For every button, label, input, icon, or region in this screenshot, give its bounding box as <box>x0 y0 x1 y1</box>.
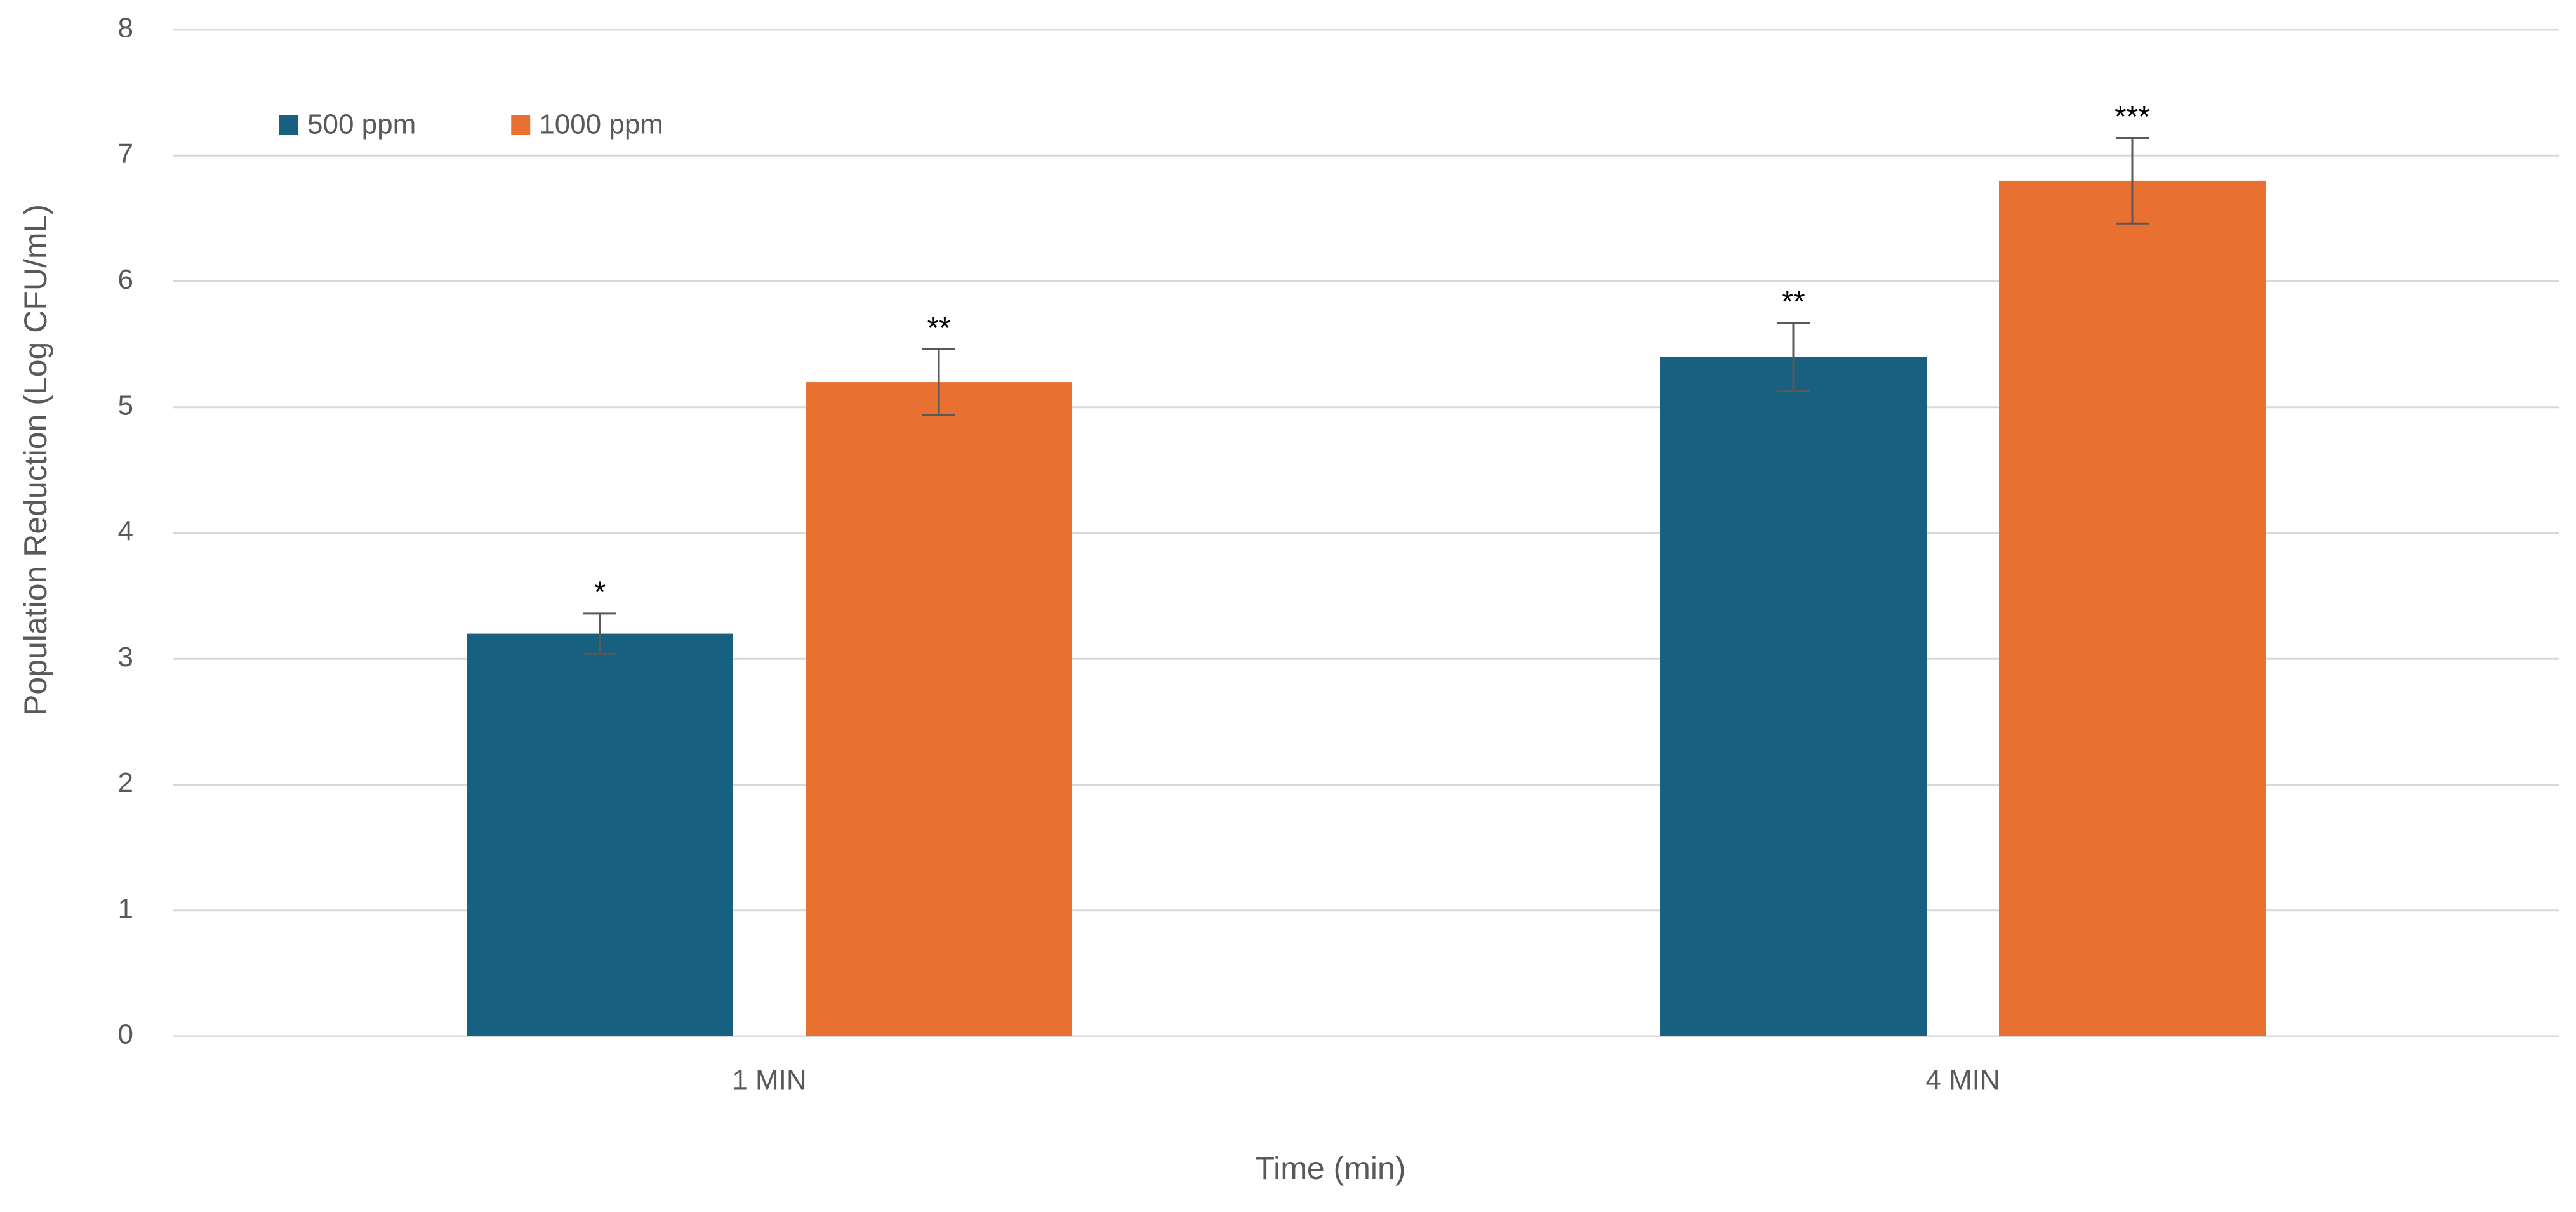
y-axis-title: Population Reduction (Log CFU/mL) <box>18 204 53 716</box>
significance-label: * <box>594 576 606 610</box>
y-tick-label: 8 <box>118 13 133 44</box>
bar <box>806 382 1072 1036</box>
error-bar <box>1777 322 1810 392</box>
y-tick-label: 4 <box>118 516 133 547</box>
error-bar <box>922 348 955 416</box>
y-tick-label: 6 <box>118 264 133 295</box>
significance-label: ** <box>1781 286 1805 319</box>
significance-label: ** <box>927 312 950 345</box>
bar <box>1660 357 1927 1037</box>
x-tick-label: 1 MIN <box>732 1065 806 1096</box>
x-axis-title: Time (min) <box>1255 1150 1405 1186</box>
significance-label: *** <box>2115 100 2150 134</box>
bar <box>1999 180 2266 1036</box>
legend-swatch <box>279 115 298 135</box>
y-tick-label: 0 <box>118 1019 133 1050</box>
y-tick-label: 5 <box>118 390 133 421</box>
y-tick-label: 1 <box>118 893 133 924</box>
bar <box>467 633 733 1036</box>
x-tick-label: 4 MIN <box>1925 1065 2000 1096</box>
legend-swatch <box>511 115 531 135</box>
legend-label: 500 ppm <box>307 109 416 140</box>
legend-label: 1000 ppm <box>539 109 663 140</box>
error-bar <box>2116 136 2149 225</box>
y-tick-label: 2 <box>118 767 133 798</box>
y-tick-label: 7 <box>118 138 133 169</box>
error-bar <box>583 612 616 655</box>
y-tick-label: 3 <box>118 642 133 673</box>
